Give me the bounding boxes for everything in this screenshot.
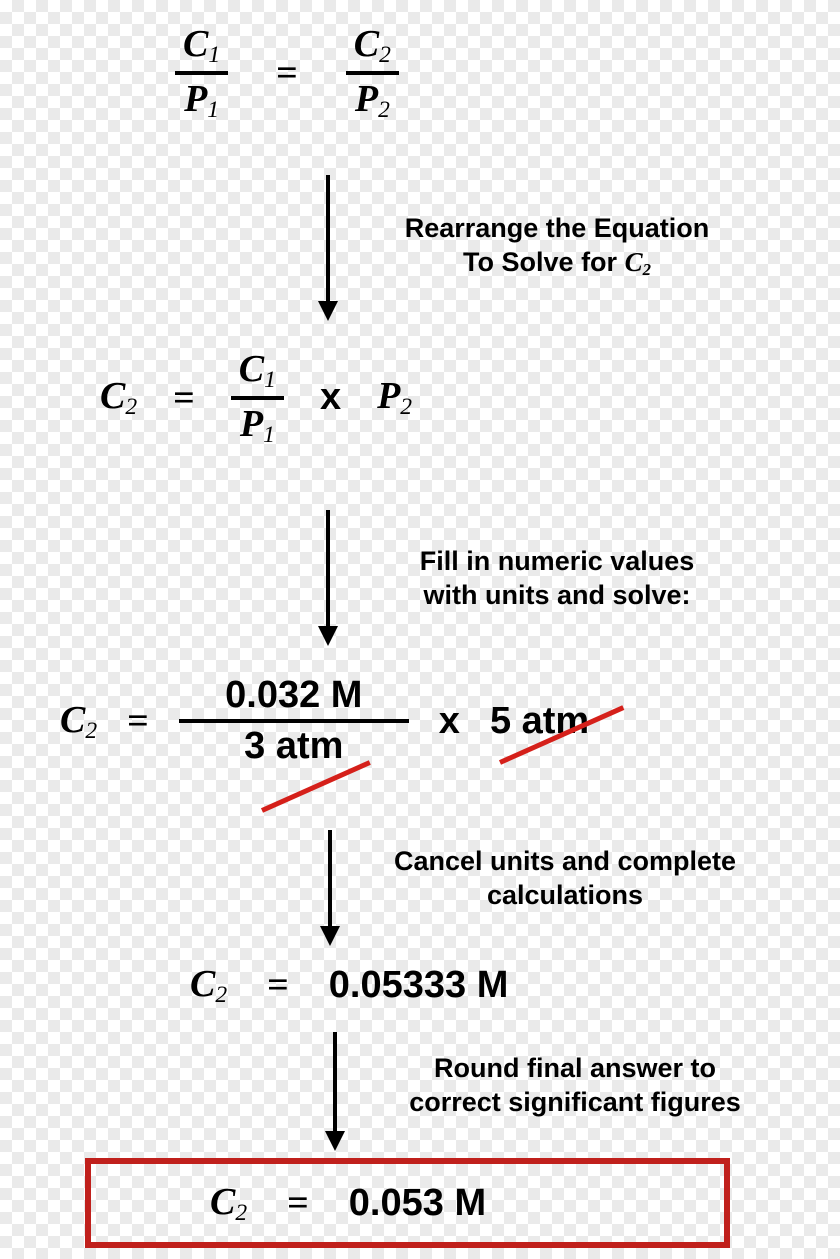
step1-line2-sub: 2: [643, 260, 651, 279]
step1-line2: To Solve for C2: [372, 246, 742, 281]
eq2-lhs-var: C: [100, 375, 125, 417]
eq5-rhs: 0.053 M: [349, 1182, 486, 1225]
eq4-lhs-sub: 2: [215, 982, 227, 1008]
step4-label: Round final answer to correct significan…: [375, 1052, 775, 1120]
arrow-4: [315, 1032, 355, 1157]
eq4-rhs: 0.05333 M: [329, 964, 509, 1007]
eq2-lhs-sub: 2: [125, 394, 137, 420]
eq3-rhs: 5 atm: [490, 700, 589, 743]
step3-line2: calculations: [360, 879, 770, 913]
eq1-left-den-sub: 1: [207, 97, 219, 123]
eq3-frac-num: 0.032 M: [217, 672, 370, 719]
eq4-lhs-var: C: [190, 963, 215, 1005]
eq3-frac-den-unit: atm: [276, 725, 344, 767]
step3-line1: Cancel units and complete: [360, 845, 770, 879]
eq2-frac-num-var: C: [239, 348, 264, 390]
eq3-frac-den: 3 atm: [236, 723, 351, 770]
eq3-lhs-sub: 2: [85, 717, 97, 743]
eq2-rhs-sub: 2: [400, 394, 412, 420]
step1-line2-var: C: [625, 247, 643, 277]
eq3-frac-den-val: 3: [244, 725, 276, 767]
eq2-equals: =: [173, 376, 195, 420]
eq4-equals: =: [267, 963, 289, 1007]
arrow-1: [308, 175, 348, 327]
step2-line1: Fill in numeric values: [372, 545, 742, 579]
step1-line2-text: To Solve for: [463, 247, 625, 277]
eq3-lhs-var: C: [60, 699, 85, 741]
step4-line2: correct significant figures: [375, 1086, 775, 1120]
eq3-rhs-val: 5: [490, 700, 522, 742]
eq5-equals: =: [287, 1181, 309, 1225]
eq5-lhs-var: C: [210, 1181, 235, 1223]
step3-label: Cancel units and complete calculations: [360, 845, 770, 913]
step1-line1: Rearrange the Equation: [372, 212, 742, 246]
step2-line2: with units and solve:: [372, 579, 742, 613]
diagram-canvas: C1 P1 = C2 P2 Rearrange the Equation To …: [0, 0, 840, 1259]
eq5-lhs: C2: [210, 1180, 247, 1227]
eq1-right-fraction: C2 P2: [346, 20, 399, 126]
arrow-2: [308, 510, 348, 652]
eq2-times: x: [320, 376, 341, 419]
eq2-frac-den-var: P: [240, 403, 263, 445]
eq2-frac-num-sub: 1: [264, 367, 276, 393]
eq1-left-num-var: C: [183, 23, 208, 65]
eq3-fraction: 0.032 M 3 atm: [179, 672, 409, 770]
step1-label: Rearrange the Equation To Solve for C2: [372, 212, 742, 281]
eq2-fraction: C1 P1: [231, 345, 284, 451]
eq2-rhs: P2: [377, 374, 412, 421]
eq2-lhs: C2: [100, 374, 137, 421]
eq5-lhs-sub: 2: [235, 1200, 247, 1226]
eq2-rhs-var: P: [377, 375, 400, 417]
eq1-left-num-sub: 1: [208, 42, 220, 68]
step4-line1: Round final answer to: [375, 1052, 775, 1086]
eq1-right-den-var: P: [355, 78, 378, 120]
eq2-frac-den-sub: 1: [263, 422, 275, 448]
eq1-right-num-var: C: [354, 23, 379, 65]
eq4-lhs: C2: [190, 962, 227, 1009]
equation-5-final: C2 = 0.053 M: [210, 1180, 486, 1227]
eq1-left-den-var: P: [184, 78, 207, 120]
eq3-lhs: C2: [60, 698, 97, 745]
eq3-equals: =: [127, 699, 149, 743]
arrow-3: [310, 830, 350, 952]
equation-1: C1 P1 = C2 P2: [175, 20, 399, 126]
step2-label: Fill in numeric values with units and so…: [372, 545, 742, 613]
eq1-right-num-sub: 2: [379, 42, 391, 68]
eq3-times: x: [439, 700, 460, 743]
equation-4: C2 = 0.05333 M: [190, 962, 508, 1009]
equation-2: C2 = C1 P1 x P2: [100, 345, 412, 451]
eq1-right-den-sub: 2: [378, 97, 390, 123]
eq1-equals: =: [276, 51, 298, 95]
eq1-left-fraction: C1 P1: [175, 20, 228, 126]
